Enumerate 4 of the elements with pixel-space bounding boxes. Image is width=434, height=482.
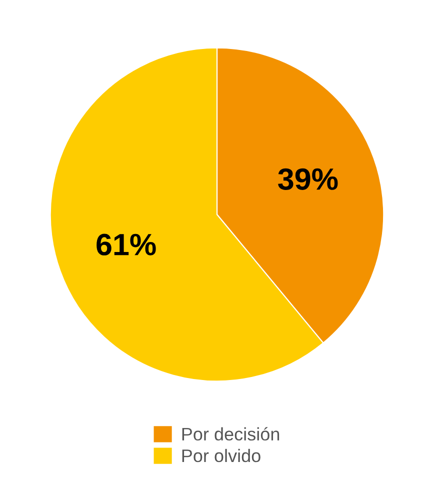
legend-label: Por olvido [182, 448, 260, 462]
data-label: 39% [278, 168, 338, 190]
legend-label: Por decisión [182, 427, 280, 441]
data-label: 61% [96, 234, 156, 256]
